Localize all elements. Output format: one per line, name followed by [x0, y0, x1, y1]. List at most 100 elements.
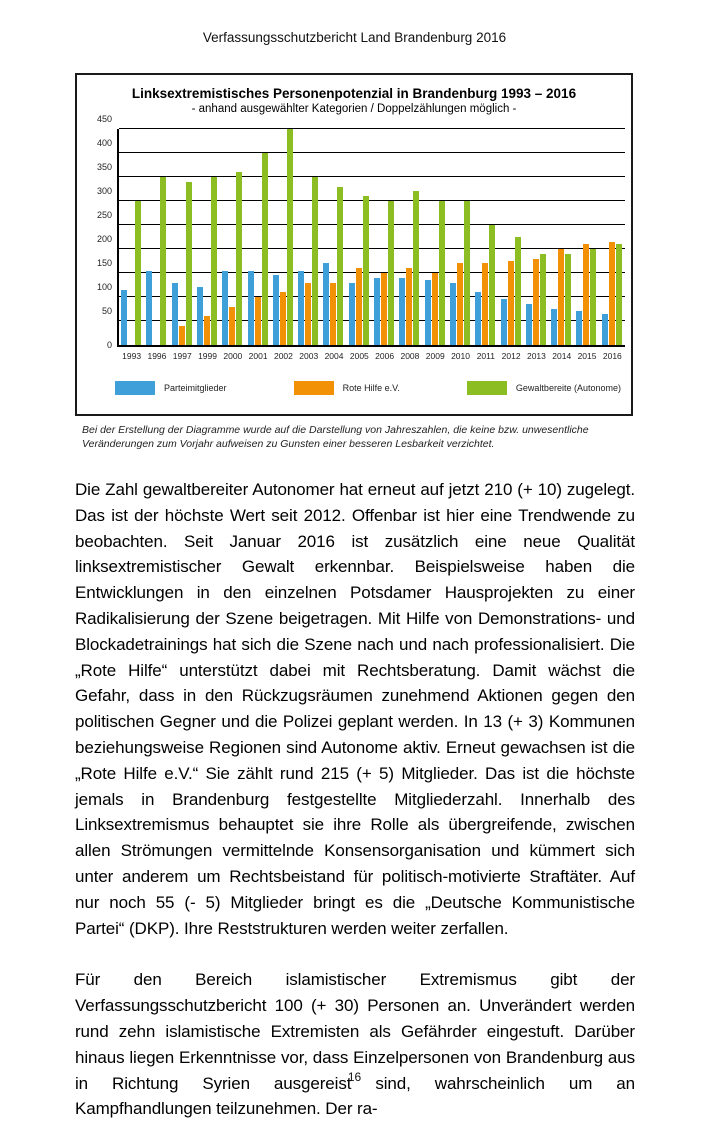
bar-parteimitglieder-1999	[196, 287, 203, 345]
chart-plot-area: 50 100 150 200 250 300 350 400 450 0 1993 1996 1997 1…	[97, 114, 625, 361]
bar-rote-hilfe-e-v--2006	[381, 273, 387, 345]
bar-rote-hilfe-e-v--2011	[482, 263, 489, 345]
page-header: Verfassungsschutzbericht Land Brandenbur…	[202, 30, 507, 45]
bar-gewaltbereite-autonome--2009	[438, 201, 445, 345]
bar-parteimitglieder-1993	[121, 289, 127, 345]
bar-parteimitglieder-2010	[449, 282, 456, 345]
legend-label: Parteimitglieder	[164, 383, 227, 393]
y-axis-label: 250	[96, 210, 112, 220]
year-group-2016: 2016	[600, 129, 625, 361]
legend-color-swatch	[293, 381, 334, 395]
year-group-1993: 1993	[119, 129, 144, 361]
year-group-2006: 2006	[372, 129, 397, 361]
bar-parteimitglieder-2000	[222, 270, 229, 345]
bar-rote-hilfe-e-v--2013	[532, 258, 539, 345]
bar-gewaltbereite-autonome--2011	[489, 225, 496, 345]
gridline-50	[119, 320, 625, 321]
bar-gewaltbereite-autonome--2001	[261, 153, 268, 345]
bar-gewaltbereite-autonome--2004	[337, 186, 344, 345]
x-axis-label: 2010	[451, 351, 470, 361]
y-axis-label: 100	[96, 282, 112, 292]
bar-rote-hilfe-e-v--2016	[608, 241, 615, 345]
year-group-1999: 1999	[195, 129, 220, 361]
y-axis-label: 300	[96, 186, 112, 197]
x-axis-label: 2014	[552, 351, 572, 361]
gridline-450	[119, 128, 625, 129]
year-group-2004: 2004	[321, 129, 346, 361]
bar-gewaltbereite-autonome--2010	[463, 201, 470, 345]
x-axis-label: 1997	[172, 351, 192, 361]
year-group-2001: 2001	[246, 129, 271, 361]
year-group-2009: 2009	[423, 129, 448, 361]
bar-parteimitglieder-2002	[272, 275, 279, 345]
bar-rote-hilfe-e-v--2010	[456, 263, 463, 345]
year-group-2011: 2011	[473, 129, 498, 361]
bar-rote-hilfe-e-v--2005	[355, 268, 362, 345]
x-axis-label: 2009	[425, 351, 445, 361]
year-group-2005: 2005	[347, 129, 372, 361]
bar-parteimitglieder-2012	[500, 299, 507, 345]
bar-parteimitglieder-2008	[399, 277, 406, 345]
bar-rote-hilfe-e-v--2001	[254, 297, 261, 345]
x-axis-label: 2012	[501, 351, 521, 361]
chart-title: Linksextremistisches Personenpotenzial i…	[131, 86, 577, 101]
bar-rote-hilfe-e-v--2003	[305, 282, 312, 345]
year-group-2002: 2002	[271, 129, 296, 361]
year-group-2015: 2015	[574, 129, 599, 361]
paragraph-linksextremismus: Die Zahl gewaltbereiter Autonomer hat er…	[75, 480, 635, 938]
gridline-350	[119, 176, 625, 177]
y-axis-label: 50	[101, 306, 112, 316]
bar-rote-hilfe-e-v--1997	[178, 325, 185, 345]
x-axis-label: 2008	[400, 351, 420, 361]
bar-gewaltbereite-autonome--1999	[210, 177, 217, 345]
bar-gewaltbereite-autonome--2015	[590, 249, 597, 345]
body-text: Die Zahl gewaltbereiter Autonomer hat er…	[75, 477, 635, 1122]
bar-parteimitglieder-2006	[374, 277, 380, 345]
x-axis-label: 2006	[375, 351, 395, 361]
year-group-2014: 2014	[549, 129, 574, 361]
legend-label: Rote Hilfe e.V.	[342, 383, 400, 393]
year-group-2010: 2010	[448, 129, 473, 361]
gridline-100	[119, 296, 625, 297]
legend-color-swatch	[466, 381, 507, 395]
x-axis-label: 2013	[526, 351, 546, 361]
x-axis-label: 2002	[273, 351, 293, 361]
y-axis-label: 0	[106, 340, 112, 350]
year-group-2000: 2000	[220, 129, 245, 361]
bar-gewaltbereite-autonome--2013	[539, 253, 546, 345]
x-axis-label: 2003	[299, 351, 319, 361]
x-axis-label: 2011	[476, 351, 495, 361]
y-axis-label: 150	[96, 258, 112, 269]
x-axis-label: 2005	[349, 351, 369, 361]
bar-parteimitglieder-2014	[551, 309, 558, 345]
paragraph-islamismus: Für den Bereich islamistischer Extremism…	[75, 970, 635, 1119]
y-axis-label: 200	[96, 234, 112, 244]
legend-item-parteimitglieder: Parteimitglieder	[115, 381, 227, 395]
bar-gewaltbereite-autonome--2016	[615, 244, 622, 345]
page-number: 16	[347, 1070, 362, 1084]
x-axis-label: 1996	[147, 351, 167, 361]
year-group-2012: 2012	[499, 129, 524, 361]
bar-parteimitglieder-2013	[525, 304, 532, 345]
y-axis-label: 450	[96, 114, 112, 124]
year-group-2003: 2003	[296, 129, 321, 361]
x-axis-label: 2015	[577, 351, 597, 361]
gridline-400	[119, 152, 625, 153]
year-group-1997: 1997	[170, 129, 195, 361]
legend-item-gewaltbereite-autonome-: Gewaltbereite (Autonome)	[466, 381, 621, 395]
bar-parteimitglieder-2005	[348, 282, 355, 345]
bar-rote-hilfe-e-v--2008	[406, 268, 413, 345]
year-group-2013: 2013	[524, 129, 549, 361]
y-axis-label: 400	[96, 138, 112, 148]
bar-rote-hilfe-e-v--2014	[558, 249, 565, 345]
bar-gewaltbereite-autonome--2003	[312, 177, 319, 345]
gridline-150	[119, 272, 625, 274]
bar-parteimitglieder-2004	[323, 263, 330, 345]
bar-parteimitglieder-2011	[475, 292, 482, 345]
x-axis-label: 1999	[198, 351, 217, 361]
bar-parteimitglieder-2015	[576, 311, 583, 345]
chart-legend: Parteimitglieder Rote Hilfe e.V. Gewaltber…	[77, 378, 631, 398]
gridline-250	[119, 224, 625, 225]
bar-gewaltbereite-autonome--2006	[388, 201, 394, 345]
legend-label: Gewaltbereite (Autonome)	[515, 383, 621, 393]
